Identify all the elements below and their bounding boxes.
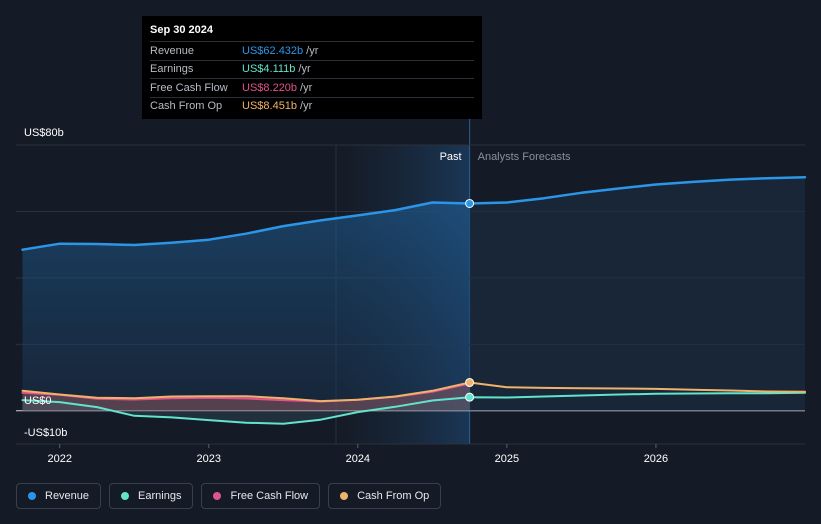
x-tick-label: 2023 <box>197 453 221 465</box>
earnings-area <box>22 397 470 424</box>
revenue-marker <box>465 198 475 208</box>
legend-item-cash-from-op[interactable]: Cash From Op <box>328 483 442 509</box>
legend-label: Free Cash Flow <box>230 490 309 502</box>
cash-from-op-marker <box>465 378 475 388</box>
y-axis-label: US$0 <box>24 395 52 407</box>
tooltip-value: US$8.451b <box>242 100 298 113</box>
tooltip-value: US$8.220b <box>242 81 298 94</box>
x-tick-label: 2025 <box>495 453 519 465</box>
legend: Revenue Earnings Free Cash Flow Cash Fro… <box>16 483 442 509</box>
legend-item-revenue[interactable]: Revenue <box>16 483 102 509</box>
tooltip-label: Cash From Op <box>150 100 223 113</box>
tooltip-label: Revenue <box>150 44 195 57</box>
tooltip-row-free-cash-flow: Free Cash Flow US$8.220b /yr <box>150 78 474 97</box>
tooltip: Sep 30 2024 Revenue US$62.432b /yr Earni… <box>142 16 482 119</box>
tooltip-unit: /yr <box>300 100 313 113</box>
forecast-label: Analysts Forecasts <box>478 151 571 163</box>
x-tick-label: 2022 <box>47 453 71 465</box>
revenue-forecast-area <box>469 177 805 411</box>
cash-from-op-line <box>21 381 806 403</box>
tooltip-row-cash-from-op: Cash From Op US$8.451b /yr <box>150 96 474 116</box>
tooltip-unit: /yr <box>306 44 319 57</box>
earnings-marker <box>465 392 475 402</box>
y-axis-label: US$80b <box>24 127 64 139</box>
tooltip-unit: /yr <box>298 63 311 76</box>
revenue-area <box>22 202 470 411</box>
revenue-line <box>21 175 807 251</box>
legend-label: Cash From Op <box>357 490 430 502</box>
legend-dot-icon <box>28 492 36 500</box>
legend-dot-icon <box>213 492 222 500</box>
financial-chart: US$80b US$0 -US$10b 2022 2023 2024 2025 2026 Pas… <box>16 16 807 465</box>
x-tick-label: 2024 <box>346 453 370 465</box>
legend-label: Revenue <box>45 490 90 502</box>
x-tick-label: 2026 <box>644 453 668 465</box>
tooltip-value: US$4.111b <box>242 63 296 76</box>
legend-item-earnings[interactable]: Earnings <box>109 483 194 509</box>
tooltip-label: Free Cash Flow <box>150 81 228 94</box>
tooltip-date: Sep 30 2024 <box>150 24 213 36</box>
tooltip-label: Earnings <box>150 63 194 76</box>
legend-dot-icon <box>121 492 130 500</box>
tooltip-unit: /yr <box>300 81 313 94</box>
earnings-line <box>21 391 806 425</box>
past-label: Past <box>440 151 462 163</box>
y-axis-label: -US$10b <box>24 427 67 439</box>
tooltip-row-revenue: Revenue US$62.432b /yr <box>150 41 474 60</box>
tooltip-row-earnings: Earnings US$4.111b /yr <box>150 59 474 79</box>
tooltip-value: US$62.432b <box>242 44 304 57</box>
legend-dot-icon <box>340 492 349 500</box>
legend-label: Earnings <box>138 490 182 502</box>
legend-item-free-cash-flow[interactable]: Free Cash Flow <box>201 483 321 509</box>
